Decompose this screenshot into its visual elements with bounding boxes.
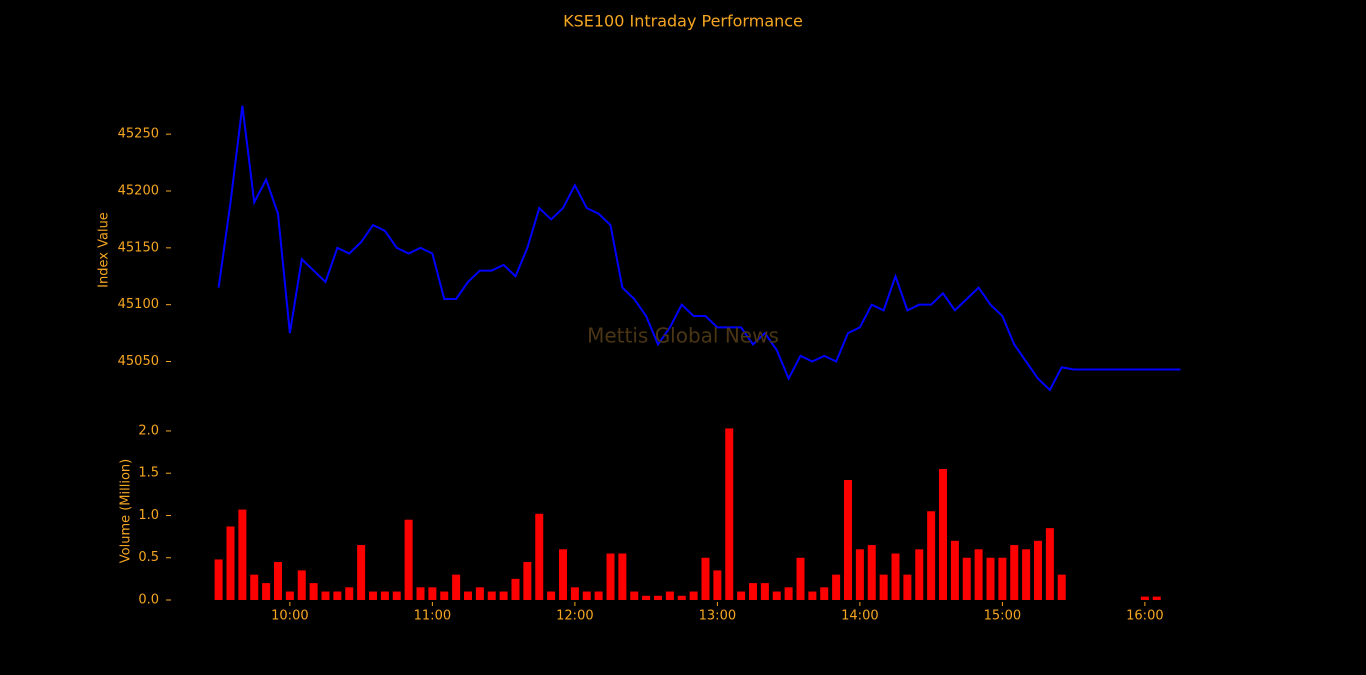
volume-bar <box>855 549 864 600</box>
volume-bar <box>238 509 247 600</box>
y-axis-label: Index Value <box>97 212 112 288</box>
y-tick-label: 45250 <box>118 127 159 142</box>
volume-bar <box>808 591 817 600</box>
x-tick-label: 14:00 <box>841 609 878 624</box>
volume-bar <box>986 557 995 600</box>
volume-bar <box>1140 596 1149 600</box>
volume-bar <box>250 574 259 600</box>
volume-bar <box>559 549 567 600</box>
volume-bar <box>1057 574 1066 600</box>
y-axis-label: Volume (Million) <box>119 459 134 563</box>
volume-bar <box>333 591 342 600</box>
volume-bar <box>440 591 449 600</box>
volume-bar <box>677 595 686 600</box>
y-tick-label: 45150 <box>118 240 159 255</box>
index-line <box>217 105 1181 392</box>
volume-bar <box>737 591 746 600</box>
x-tick-label: 13:00 <box>699 609 736 624</box>
volume-bar <box>867 545 876 600</box>
volume-bar <box>606 553 615 600</box>
y-tick-label: 0.5 <box>138 550 159 565</box>
y-tick-label: 0.0 <box>138 593 159 608</box>
volume-bar <box>1045 528 1054 600</box>
x-tick-label: 10:00 <box>271 609 308 624</box>
volume-bar <box>796 557 805 600</box>
volume-bar <box>903 574 912 600</box>
volume-bar <box>523 561 532 600</box>
volume-bar <box>547 591 556 600</box>
y-tick-label: 1.0 <box>138 508 159 523</box>
volume-bar <box>321 591 330 600</box>
watermark: Mettis Global News <box>587 324 779 348</box>
volume-bar <box>962 557 971 600</box>
volume-bar <box>689 591 698 600</box>
volume-bar <box>369 591 377 600</box>
volume-bar <box>380 591 389 600</box>
volume-bar <box>1034 540 1042 600</box>
volume-bar <box>511 578 520 600</box>
volume-bar <box>226 526 235 600</box>
volume-bar <box>1022 549 1031 600</box>
volume-bar <box>1010 545 1019 600</box>
volume-bar <box>1152 596 1161 600</box>
volume-bar <box>950 540 959 600</box>
volume-bar <box>879 574 888 600</box>
volume-bar <box>464 591 472 600</box>
volume-bar <box>499 591 508 600</box>
volume-bar <box>915 549 924 600</box>
volume-bar <box>820 587 829 600</box>
volume-bar <box>535 513 544 600</box>
volume-bar <box>998 557 1007 600</box>
y-tick-label: 2.0 <box>138 423 159 438</box>
volume-bar <box>357 545 366 600</box>
y-tick-label: 45050 <box>118 354 159 369</box>
volume-bar <box>428 587 437 600</box>
volume-bar <box>939 468 947 600</box>
volume-bar <box>749 583 757 600</box>
volume-bar <box>570 587 579 600</box>
volume-bar <box>594 591 603 600</box>
volume-bar <box>475 587 484 600</box>
volume-bar <box>262 583 271 600</box>
volume-bar <box>974 549 983 600</box>
y-tick-label: 1.5 <box>138 466 159 481</box>
volume-bar <box>309 583 318 600</box>
volume-bar <box>784 587 793 600</box>
x-tick-label: 11:00 <box>414 609 451 624</box>
volume-bar <box>725 428 734 600</box>
volume-bar <box>654 595 662 600</box>
volume-bar <box>642 595 651 600</box>
volume-bar <box>630 591 639 600</box>
x-tick-label: 15:00 <box>984 609 1021 624</box>
volume-bar <box>487 591 496 600</box>
volume-bar <box>274 561 282 600</box>
volume-bar <box>452 574 461 600</box>
volume-bar <box>297 570 306 600</box>
volume-bar <box>392 591 401 600</box>
volume-bar <box>582 591 591 600</box>
volume-bar <box>416 587 425 600</box>
x-tick-label: 12:00 <box>556 609 593 624</box>
volume-bar <box>832 574 841 600</box>
volume-bar <box>214 559 223 600</box>
volume-bar <box>891 553 900 600</box>
volume-bar <box>844 479 852 600</box>
x-tick-label: 16:00 <box>1126 609 1163 624</box>
volume-bar <box>665 591 674 600</box>
chart-title: KSE100 Intraday Performance <box>563 12 803 31</box>
volume-bar <box>618 553 627 600</box>
volume-bar <box>404 519 413 600</box>
volume-bar <box>760 583 769 600</box>
volume-bar <box>713 570 722 600</box>
y-tick-label: 45100 <box>118 297 159 312</box>
volume-bar <box>927 511 936 600</box>
y-tick-label: 45200 <box>118 184 159 199</box>
volume-bar <box>701 557 710 600</box>
volume-bar <box>772 591 781 600</box>
volume-bar <box>345 587 354 600</box>
volume-bar <box>285 591 294 600</box>
